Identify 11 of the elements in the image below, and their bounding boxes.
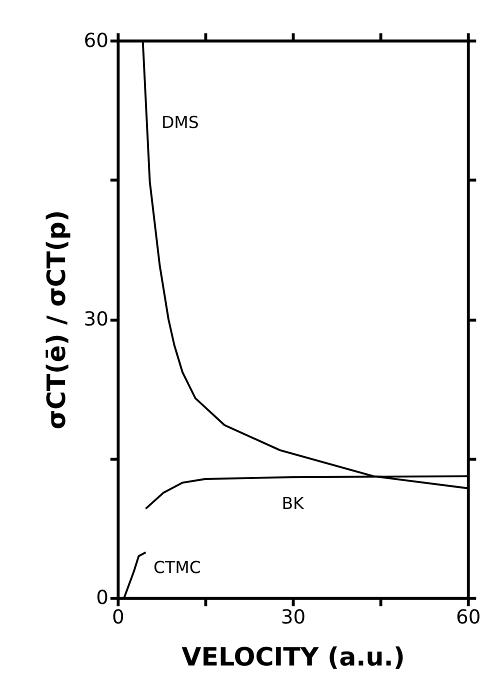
series-label: CTMC	[153, 558, 201, 577]
y-tick-label: 30	[84, 308, 108, 331]
y-tick-label: 60	[84, 28, 108, 52]
y-tick-label: 0	[96, 586, 108, 610]
x-tick-label: 60	[456, 606, 481, 629]
x-axis-title: VELOCITY (a.u.)	[182, 642, 405, 672]
x-tick-label: 0	[112, 606, 124, 629]
series-label: BK	[282, 494, 306, 514]
x-tick-label: 30	[280, 606, 306, 629]
y-axis-title: σCT(ē) / σCT(p)	[42, 210, 72, 430]
series-label: DMS	[161, 113, 199, 132]
